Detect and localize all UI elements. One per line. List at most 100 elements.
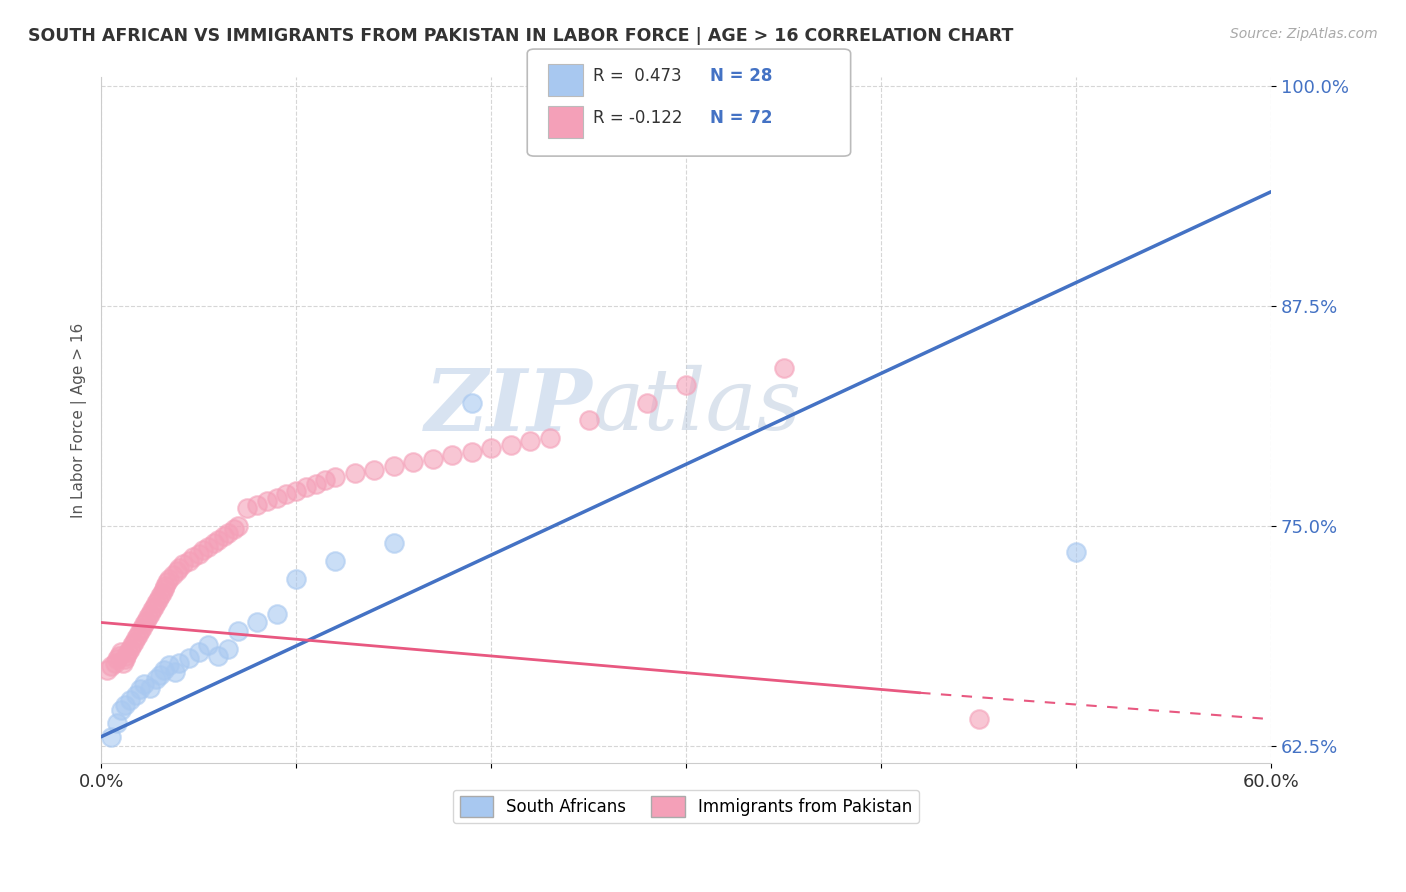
Point — [181, 550, 204, 565]
Point — [226, 624, 249, 639]
Point — [114, 698, 136, 712]
Point — [105, 652, 128, 666]
Point — [115, 648, 138, 663]
Text: R =  0.473: R = 0.473 — [593, 67, 682, 85]
Point — [675, 378, 697, 392]
Point — [197, 638, 219, 652]
Point — [139, 681, 162, 695]
Text: R = -0.122: R = -0.122 — [593, 109, 683, 127]
Point — [202, 536, 225, 550]
Point — [226, 518, 249, 533]
Point — [156, 575, 179, 590]
Point — [304, 476, 326, 491]
Point — [772, 360, 794, 375]
Point — [295, 480, 318, 494]
Point — [129, 682, 152, 697]
Point — [100, 659, 122, 673]
Point — [117, 645, 139, 659]
Point — [152, 663, 174, 677]
Point — [110, 703, 132, 717]
Text: ZIP: ZIP — [425, 365, 592, 449]
Point — [152, 582, 174, 596]
Point — [967, 712, 990, 726]
Point — [402, 455, 425, 469]
Point — [162, 568, 184, 582]
Point — [120, 641, 142, 656]
Point — [100, 730, 122, 744]
Point — [165, 665, 187, 679]
Point — [107, 648, 129, 663]
Text: SOUTH AFRICAN VS IMMIGRANTS FROM PAKISTAN IN LABOR FORCE | AGE > 16 CORRELATION : SOUTH AFRICAN VS IMMIGRANTS FROM PAKISTA… — [28, 27, 1014, 45]
Point — [222, 522, 245, 536]
Point — [177, 650, 200, 665]
Point — [136, 610, 159, 624]
Point — [157, 657, 180, 672]
Point — [519, 434, 541, 449]
Point — [121, 638, 143, 652]
Point — [145, 596, 167, 610]
Text: N = 72: N = 72 — [710, 109, 772, 127]
Point — [125, 632, 148, 646]
Point — [142, 599, 165, 614]
Point — [135, 614, 157, 628]
Point — [256, 494, 278, 508]
Point — [460, 445, 482, 459]
Point — [150, 585, 173, 599]
Point — [363, 462, 385, 476]
Point — [145, 672, 167, 686]
Point — [441, 449, 464, 463]
Point — [127, 628, 149, 642]
Point — [499, 438, 522, 452]
Point — [217, 525, 239, 540]
Point — [172, 558, 194, 572]
Point — [276, 487, 298, 501]
Point — [139, 607, 162, 621]
Point — [104, 656, 127, 670]
Point — [149, 589, 172, 603]
Point — [166, 565, 188, 579]
Point — [207, 648, 229, 663]
Point — [177, 554, 200, 568]
Point — [236, 501, 259, 516]
Point — [285, 572, 308, 586]
Text: atlas: atlas — [592, 365, 801, 448]
Point — [111, 656, 134, 670]
Point — [125, 688, 148, 702]
Point — [207, 533, 229, 547]
Point — [132, 677, 155, 691]
Point — [114, 652, 136, 666]
Point — [105, 715, 128, 730]
Text: Source: ZipAtlas.com: Source: ZipAtlas.com — [1230, 27, 1378, 41]
Point — [167, 561, 190, 575]
Point — [246, 615, 269, 630]
Point — [314, 473, 336, 487]
Point — [212, 529, 235, 543]
Point — [460, 395, 482, 409]
Point — [167, 656, 190, 670]
Point — [197, 540, 219, 554]
Point — [266, 491, 288, 505]
Point — [120, 693, 142, 707]
Point — [149, 668, 172, 682]
Text: N = 28: N = 28 — [710, 67, 772, 85]
Point — [382, 536, 405, 550]
Point — [323, 554, 346, 568]
Point — [131, 621, 153, 635]
Point — [141, 603, 163, 617]
Point — [124, 635, 146, 649]
Point — [191, 543, 214, 558]
Point — [1064, 545, 1087, 559]
Point — [382, 458, 405, 473]
Point — [132, 617, 155, 632]
Point — [246, 498, 269, 512]
Point — [146, 592, 169, 607]
Point — [110, 645, 132, 659]
Point — [636, 395, 658, 409]
Point — [266, 607, 288, 621]
Point — [187, 645, 209, 659]
Point — [538, 431, 561, 445]
Point — [217, 641, 239, 656]
Point — [129, 624, 152, 639]
Legend: South Africans, Immigrants from Pakistan: South Africans, Immigrants from Pakistan — [453, 789, 920, 823]
Point — [96, 663, 118, 677]
